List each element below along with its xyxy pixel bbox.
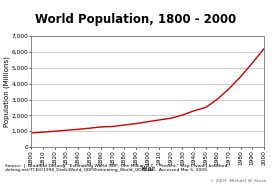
Y-axis label: Population (Millions): Population (Millions) bbox=[4, 56, 10, 127]
Text: World Population, 1800 - 2000: World Population, 1800 - 2000 bbox=[35, 13, 237, 26]
X-axis label: Year: Year bbox=[140, 166, 155, 172]
Text: © 2009  Michael W. Kruse: © 2009 Michael W. Kruse bbox=[210, 179, 267, 183]
Text: Source:  J. Bradford DeLong, "Estimating World GDP, One Million B.C. - Present.": Source: J. Bradford DeLong, "Estimating … bbox=[5, 164, 230, 172]
